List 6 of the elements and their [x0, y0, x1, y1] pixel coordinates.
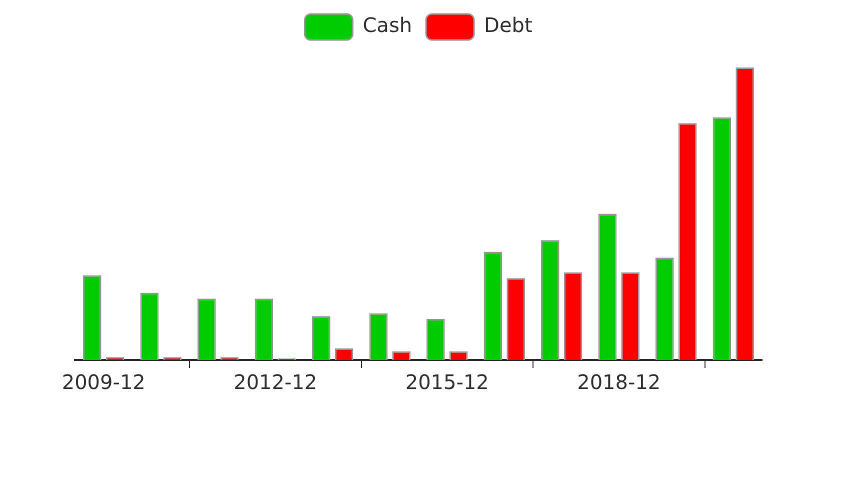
x-tick-label: 2012-12 [234, 370, 318, 394]
legend-label: Debt [484, 13, 532, 38]
legend-label: Cash [362, 13, 412, 38]
x-tick-label: 2015-12 [405, 370, 489, 394]
x-tick-label: 2009-12 [62, 370, 146, 394]
x-tick-label: 2018-12 [577, 370, 661, 394]
